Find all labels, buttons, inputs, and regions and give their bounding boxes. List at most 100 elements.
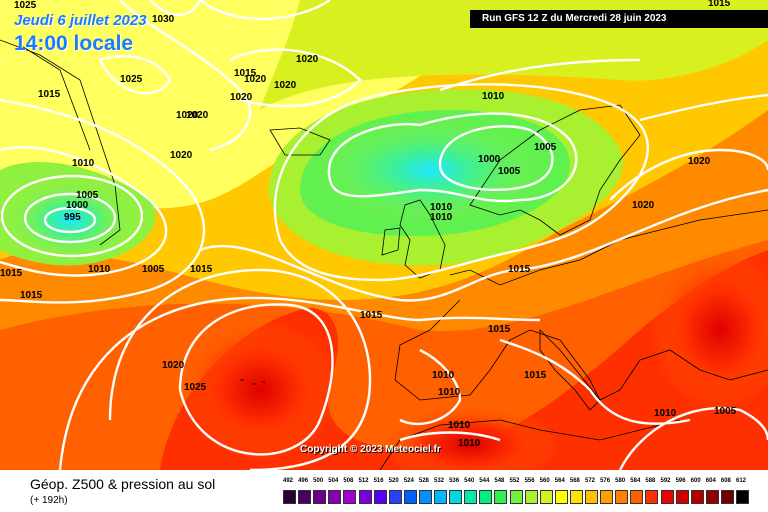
- scale-swatch: [388, 490, 402, 504]
- pressure-label: 1025: [120, 74, 143, 85]
- pressure-label: 1020: [296, 54, 319, 65]
- pressure-label: 1020: [170, 150, 193, 161]
- isobar-1030-top: [149, 0, 202, 17]
- scale-label: 548: [494, 478, 505, 484]
- scale-swatch: [479, 490, 493, 504]
- isobar-1020-sea: [199, 0, 331, 21]
- pressure-label: 1015: [234, 68, 257, 79]
- scale-label: 512: [358, 478, 369, 484]
- isobar-1010-east: [618, 406, 768, 470]
- pressure-label: 1020: [244, 74, 267, 85]
- model-run-label: Run GFS 12 Z du Mercredi 28 juin 2023: [470, 10, 768, 28]
- color-scale-labels: 492 496 500 504 508 512 516 520 524 528 532 536 540 5…: [283, 478, 751, 488]
- scale-swatch: [509, 490, 523, 504]
- isobar-atlantic-low-1000: [438, 125, 554, 191]
- pressure-label: 1020: [274, 80, 297, 91]
- scale-swatch: [720, 490, 734, 504]
- isobar-low-west-995: [43, 206, 97, 234]
- scale-swatch: [464, 490, 478, 504]
- pressure-label: 1010: [432, 370, 455, 381]
- pressure-label: 1010: [458, 438, 481, 449]
- forecast-date: Jeudi 6 juillet 2023: [14, 12, 147, 29]
- pressure-label: 1010: [430, 212, 453, 223]
- pressure-label: 1020: [688, 156, 711, 167]
- scale-swatch: [373, 490, 387, 504]
- scale-swatch: [705, 490, 719, 504]
- scale-swatch: [585, 490, 598, 504]
- isobar-1020-east: [609, 148, 768, 201]
- isobar-1020-north: [229, 48, 362, 108]
- greenland-coast: [0, 39, 121, 246]
- map-title: Géop. Z500 & pression au sol: [30, 476, 216, 492]
- isobars: [0, 0, 768, 470]
- scale-label: 544: [479, 478, 490, 484]
- scale-swatch: [449, 490, 463, 504]
- pressure-label: 1005: [498, 166, 521, 177]
- pressure-label: 1000: [478, 154, 501, 165]
- pressure-labels: 1025 1030 1025 1015 1020 1020 1020 1020 …: [0, 0, 737, 449]
- pressure-label: 1015: [20, 290, 43, 301]
- pressure-label: 1005: [142, 264, 165, 275]
- scale-label: 580: [615, 478, 626, 484]
- scale-swatch: [403, 490, 417, 504]
- scale-label: 608: [720, 478, 731, 484]
- pressure-label: 1020: [632, 200, 655, 211]
- pressure-label: 1005: [76, 190, 99, 201]
- scale-label: 524: [403, 478, 414, 484]
- pressure-label: 1015: [0, 268, 23, 279]
- scale-swatch: [690, 490, 704, 504]
- isobar-1005-africa: [399, 431, 501, 442]
- isobar-1025-greenland: [98, 54, 172, 95]
- scale-swatch: [554, 490, 568, 504]
- pressure-label: 1000: [66, 200, 89, 211]
- scale-swatch: [313, 490, 327, 504]
- pressure-label: 1010: [88, 264, 111, 275]
- pressure-label: 995: [64, 212, 81, 223]
- scale-swatch: [600, 490, 614, 504]
- isobar-1020-top: [119, 0, 252, 152]
- scale-swatch: [675, 490, 689, 504]
- isobar-1020-east2: [639, 93, 768, 122]
- forecast-range: (+ 192h): [30, 495, 68, 506]
- scale-label: 536: [449, 478, 460, 484]
- scale-swatch: [645, 490, 659, 504]
- pressure-label: 1010: [438, 387, 461, 398]
- pressure-label: 1015: [360, 310, 383, 321]
- pressure-label: 1015: [38, 89, 61, 100]
- scale-label: 496: [298, 478, 309, 484]
- color-scale: [283, 490, 751, 504]
- pressure-label: 1015: [190, 264, 213, 275]
- scale-swatch: [630, 490, 644, 504]
- isobar-1010-iberia: [399, 348, 462, 426]
- pressure-label: 1015: [488, 324, 511, 335]
- isobar-azores-1020: [108, 268, 372, 470]
- pressure-label: 1015: [708, 0, 731, 9]
- scale-label: 492: [282, 478, 293, 484]
- scale-label: 576: [600, 478, 611, 484]
- high-core-east: [650, 250, 768, 410]
- pressure-label: 1010: [448, 420, 471, 431]
- isobar-1015-italy: [499, 338, 691, 425]
- scale-label: 500: [313, 478, 324, 484]
- pressure-label: 1010: [430, 202, 453, 213]
- pressure-label: 1025: [14, 0, 37, 11]
- isobar-1015-south: [58, 296, 541, 470]
- scale-swatch: [298, 490, 312, 504]
- weather-map: 1025 1030 1025 1015 1020 1020 1020 1020 …: [0, 0, 768, 470]
- scandinavia-coast: [469, 104, 641, 236]
- pressure-label: 1005: [714, 406, 737, 417]
- isobar-1010-north: [439, 58, 641, 92]
- pressure-label: 1020: [186, 110, 209, 121]
- isobar-low-west-1000: [23, 192, 117, 244]
- scale-label: 588: [645, 478, 656, 484]
- scale-label: 528: [418, 478, 429, 484]
- iceland-coast: [269, 127, 331, 156]
- scale-swatch: [660, 490, 674, 504]
- scale-label: 604: [705, 478, 716, 484]
- scale-swatch: [358, 490, 372, 504]
- scale-label: 600: [690, 478, 701, 484]
- pressure-label: 1020: [230, 92, 253, 103]
- low-core-west: [5, 180, 135, 260]
- scale-label: 540: [464, 478, 475, 484]
- scale-swatch: [569, 490, 583, 504]
